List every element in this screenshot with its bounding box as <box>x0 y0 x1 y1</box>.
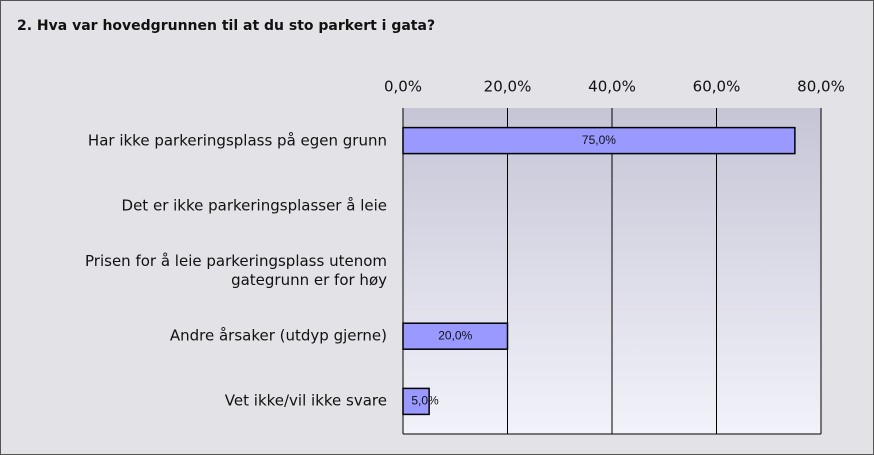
y-tick-label: Har ikke parkeringsplass på egen grunn <box>87 131 387 150</box>
value-label: 5,0% <box>411 394 439 408</box>
x-tick-label: 0,0% <box>384 78 422 96</box>
bar <box>402 322 509 350</box>
x-tick-label: 20,0% <box>484 78 532 96</box>
x-tick-label: 60,0% <box>693 78 741 96</box>
y-tick-label: Prisen for å leie parkeringsplass utenom… <box>85 252 387 289</box>
x-tick-label: 40,0% <box>588 78 636 96</box>
bar <box>402 387 430 416</box>
bar <box>402 126 796 155</box>
value-label: 75,0% <box>582 133 616 147</box>
y-tick-label: Andre årsaker (utdyp gjerne) <box>169 326 387 345</box>
value-label: 20,0% <box>438 328 472 342</box>
y-tick-label: Det er ikke parkeringsplasser å leie <box>121 196 387 215</box>
y-tick-label: Vet ikke/vil ikke svare <box>224 391 387 410</box>
x-tick-label: 80,0% <box>797 78 845 96</box>
chart-title: 2. Hva var hovedgrunnen til at du sto pa… <box>17 18 435 34</box>
